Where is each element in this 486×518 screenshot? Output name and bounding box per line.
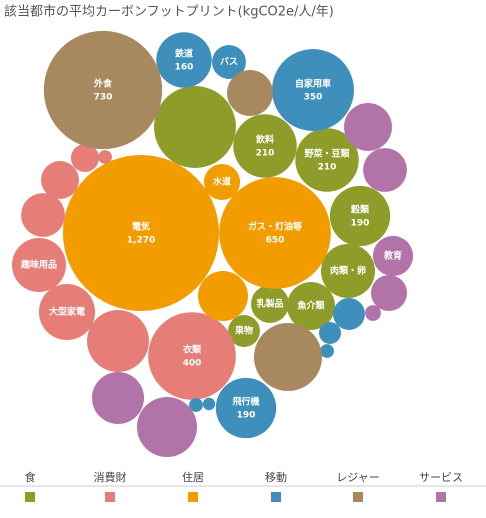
bubble (320, 243, 376, 299)
chart-title: 該当都市の平均カーボンフットプリント(kgCO2e/人/年) (4, 4, 334, 20)
bubble (136, 396, 198, 458)
bubble (198, 271, 248, 321)
bubble (319, 322, 341, 344)
bubble (203, 163, 241, 201)
bubble-label: 趣味用品 (20, 259, 57, 271)
bubble (41, 161, 79, 199)
bubble (333, 298, 365, 330)
bubble (98, 150, 112, 164)
value-label: 650 (266, 236, 285, 246)
bubble (287, 282, 335, 330)
legend-swatch (105, 492, 115, 502)
legend-swatch (271, 492, 281, 502)
value-label: 400 (183, 359, 202, 369)
bubble (295, 128, 359, 192)
bubble (38, 283, 96, 341)
bubble-label: 魚介類 (297, 300, 325, 312)
bubble-label: 大型家電 (49, 306, 85, 318)
bubble (212, 45, 246, 79)
bubble-label: ガス・灯油等 (248, 221, 302, 233)
legend-swatch (188, 492, 198, 502)
bubble-label: 自家用車 (295, 78, 331, 90)
bubble (148, 312, 236, 400)
bubble (320, 344, 334, 358)
legend-label: 消費財 (94, 470, 127, 484)
bubble-label: 果物 (234, 325, 253, 337)
bubble (62, 154, 220, 312)
bubble (219, 177, 331, 289)
bubble-label: 外食 (93, 78, 113, 90)
bubble (372, 235, 414, 277)
value-label: 190 (237, 411, 256, 421)
bubble (228, 315, 260, 347)
bubble (11, 237, 67, 293)
legend-label: 食 (25, 470, 36, 484)
bubble (329, 185, 391, 247)
bubble-label: 穀類 (351, 204, 370, 216)
bubble-label: バス (220, 57, 238, 68)
bubble (43, 30, 163, 150)
bubble (202, 397, 216, 411)
legend-label: サービス (419, 471, 463, 484)
legend-swatch (25, 492, 35, 502)
bubble-label: 水道 (213, 176, 231, 188)
legend-label: 移動 (265, 470, 287, 484)
bubble (154, 86, 236, 168)
value-label: 190 (351, 219, 370, 229)
bubble (91, 371, 145, 425)
bubble-label: 乳製品 (256, 298, 283, 310)
bubble (87, 310, 149, 372)
bubble-label: 教育 (383, 250, 402, 262)
legend-label: 住居 (182, 470, 204, 484)
bubble-label: 電気 (132, 221, 150, 233)
value-label: 210 (318, 163, 337, 173)
bubble-label: 飲料 (255, 134, 274, 146)
value-label: 1,270 (127, 236, 155, 246)
bubble (189, 398, 203, 412)
bubble-label: 鉄道 (175, 48, 193, 60)
bubble (215, 377, 277, 439)
bubble (272, 49, 354, 131)
bubble (21, 193, 65, 237)
bubble (363, 148, 407, 192)
value-label: 160 (175, 63, 194, 73)
bubble (233, 114, 297, 178)
value-label: 350 (304, 93, 323, 103)
bubble (370, 274, 408, 312)
value-label: 210 (256, 149, 275, 159)
bubble (70, 143, 100, 173)
bubble-label: 衣類 (183, 344, 202, 356)
legend-swatch (353, 492, 363, 502)
bubble (254, 323, 322, 391)
bubble (227, 70, 273, 116)
bubble-label: 飛行機 (231, 396, 259, 408)
bubble-label: 肉類・卵 (330, 265, 366, 277)
bubble (365, 305, 381, 321)
bubble (251, 285, 289, 323)
legend-swatch (436, 492, 446, 502)
value-label: 730 (94, 93, 113, 103)
bubble (156, 32, 212, 88)
bubble-label: 野菜・豆類 (304, 148, 350, 160)
bubble (344, 103, 392, 151)
legend-label: レジャー (336, 471, 379, 484)
